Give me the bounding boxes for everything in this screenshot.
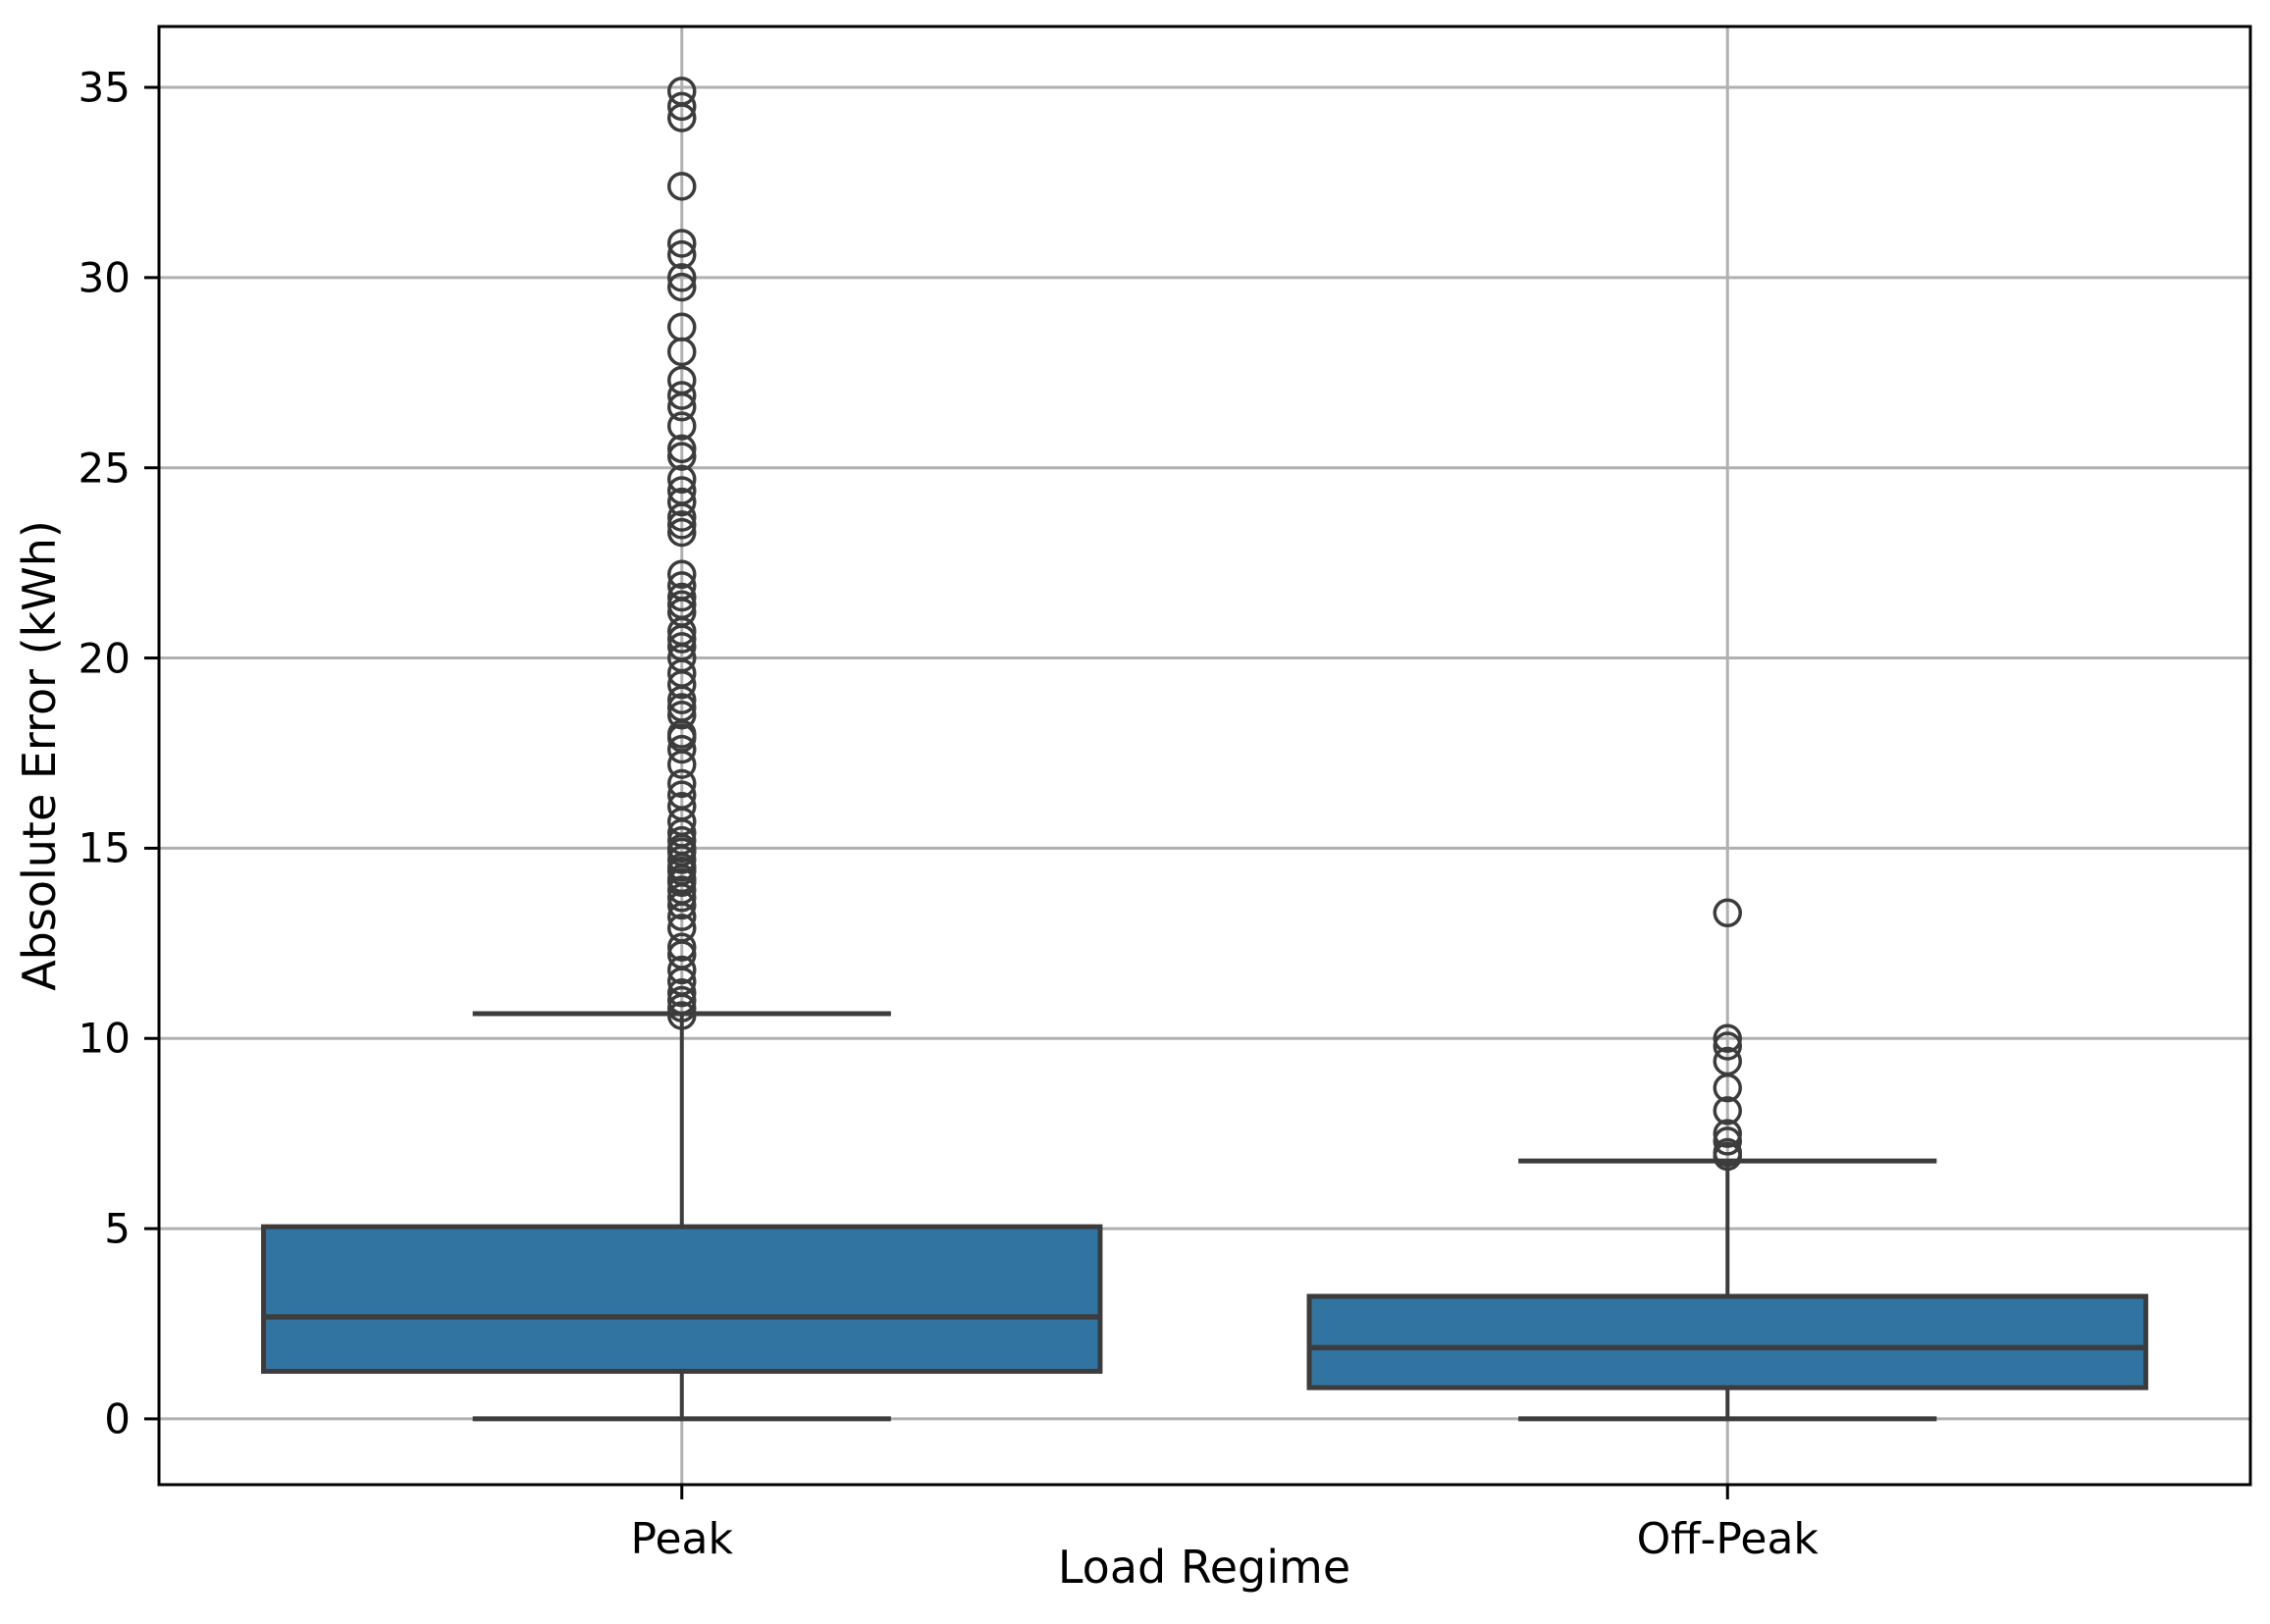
outlier-point-off-peak [1713,1031,1742,1061]
outlier-point-peak [667,411,697,441]
outlier-point-peak [667,517,697,548]
y-tick-label: 35 [78,63,131,112]
outlier-point-peak [667,464,697,495]
outlier-point-peak [667,559,697,590]
outlier-point-peak [667,993,697,1022]
box-peak [261,1224,1103,1374]
outlier-point-off-peak [1713,1119,1742,1148]
outlier-point-peak [667,239,697,270]
outlier-point-peak [667,685,697,714]
outlier-point-peak [667,172,697,201]
outlier-point-peak [667,750,697,779]
outlier-point-peak [667,955,697,985]
outlier-point-peak [667,263,697,292]
outlier-point-peak [667,985,697,1016]
outlier-point-peak [667,669,697,700]
x-tick-label: Peak [630,1514,733,1564]
box-off-peak [1306,1293,2148,1390]
outlier-point-peak [667,381,697,410]
outlier-point-peak [667,502,697,532]
outlier-point-off-peak [1713,1073,1742,1103]
outlier-point-peak [667,890,697,920]
outlier-point-peak [667,845,697,874]
y-axis-label: Absolute Error (kWh) [13,520,66,991]
outlier-point-off-peak [1713,1023,1742,1053]
outlier-point-peak [667,392,697,422]
outlier-point-peak [667,337,697,367]
outlier-point-peak [667,867,697,898]
plot-border [157,25,2252,1487]
outlier-point-peak [667,103,697,132]
outlier-point-peak [667,434,697,464]
y-tick-label: 0 [104,1394,131,1443]
outlier-point-peak [667,883,697,913]
x-tick-label: Off-Peak [1636,1514,1819,1564]
y-tick-label: 15 [78,823,131,872]
y-tick-label: 10 [78,1014,131,1063]
outlier-point-off-peak [1713,1126,1742,1156]
outlier-point-peak [667,229,697,258]
y-tick-label: 20 [78,634,131,683]
outlier-point-peak [667,91,697,122]
outlier-point-peak [667,624,697,654]
y-tick-label: 30 [78,253,131,302]
outlier-point-peak [667,902,697,931]
outlier-point-peak [667,442,697,471]
outlier-point-peak [667,510,697,540]
outlier-point-peak [667,734,697,764]
x-axis-label: Load Regime [1057,1541,1351,1594]
outlier-point-peak [667,272,697,302]
outlier-point-peak [667,1001,697,1030]
outlier-point-off-peak [1713,1141,1742,1172]
outlier-point-off-peak [1713,1096,1742,1126]
outlier-point-peak [667,977,697,1008]
outlier-point-peak [667,768,697,799]
outlier-point-off-peak [1713,898,1742,928]
outlier-point-peak [667,582,697,612]
outlier-point-peak [667,700,697,730]
outlier-point-peak [667,932,697,962]
y-tick-label: 5 [104,1204,131,1253]
outlier-point-peak [667,487,697,517]
y-tick-label: 25 [78,444,131,493]
